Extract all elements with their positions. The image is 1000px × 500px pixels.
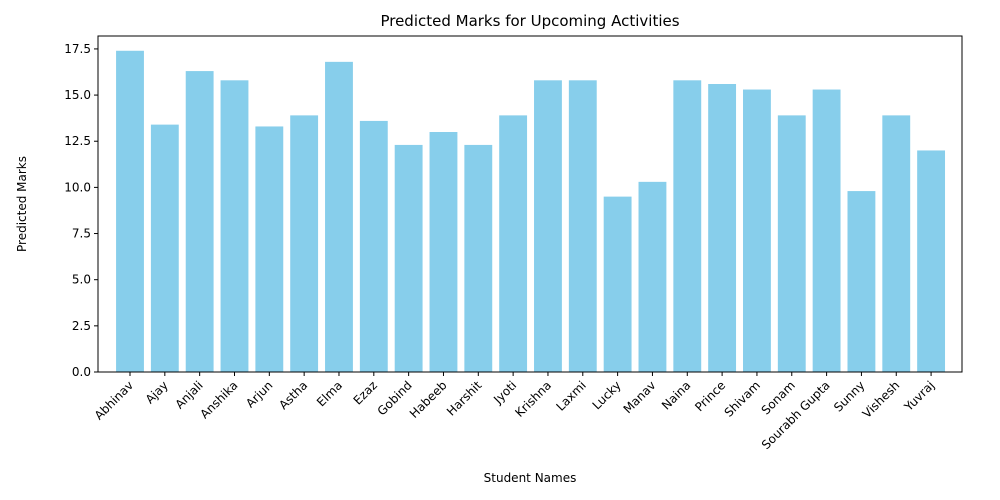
y-tick-label: 15.0	[64, 88, 91, 102]
y-tick-label: 7.5	[72, 227, 91, 241]
bar-abhinav	[116, 50, 144, 373]
y-tick-label: 0.0	[72, 365, 91, 379]
plot-frame	[97, 35, 963, 373]
bar-vishesh	[882, 115, 911, 372]
bar-lucky	[603, 196, 632, 372]
bar-astha	[290, 115, 319, 372]
x-tick-label: Ajay	[143, 378, 171, 406]
bar-anjali	[185, 71, 214, 372]
bar-naina	[673, 80, 702, 372]
bar-jyoti	[499, 115, 528, 372]
y-tick-label: 12.5	[64, 134, 91, 148]
bar-shivam	[743, 89, 771, 372]
y-axis-label: Predicted Marks	[15, 156, 29, 252]
y-tick-label: 5.0	[72, 273, 91, 287]
bar-sunny	[847, 191, 876, 372]
bar-sourabh-gupta	[812, 89, 841, 372]
x-tick-label: Lucky	[590, 378, 624, 412]
x-tick-label: Anjali	[172, 378, 205, 411]
bar-habeeb	[429, 132, 458, 372]
bar-yuvraj	[917, 150, 946, 372]
bar-sonam	[777, 115, 806, 372]
x-tick-label: Arjun	[243, 378, 275, 410]
y-tick-label: 10.0	[64, 180, 91, 194]
x-tick-label: Habeeb	[407, 378, 450, 421]
bar-ajay	[150, 124, 179, 373]
bar-harshit	[464, 144, 493, 372]
y-axis-ticks: 0.0 2.5 5.0 7.5 10.0 12.5 15.0 17.5	[64, 42, 98, 379]
x-tick-label: Naina	[659, 378, 693, 412]
bar-manav	[638, 181, 667, 372]
x-tick-label: Krishna	[512, 378, 554, 420]
bar-krishna	[534, 80, 562, 372]
y-tick-label: 2.5	[72, 319, 91, 333]
bar-ezaz	[359, 120, 388, 372]
y-tick-label: 17.5	[64, 42, 91, 56]
x-tick-label: Harshit	[444, 378, 485, 419]
x-tick-label: Jyoti	[490, 378, 519, 407]
x-tick-label: Ezaz	[351, 378, 380, 407]
bar-elma	[325, 61, 353, 372]
x-axis-label: Student Names	[484, 471, 577, 485]
bar-laxmi	[568, 80, 597, 372]
x-tick-label: Elma	[314, 378, 345, 409]
bar-anshika	[220, 80, 249, 372]
x-tick-label: Anshika	[197, 378, 240, 421]
x-tick-label: Yuvraj	[901, 378, 937, 414]
chart-title: Predicted Marks for Upcoming Activities	[380, 12, 679, 30]
x-tick-label: Manav	[621, 378, 659, 416]
bar-prince	[708, 84, 737, 372]
x-tick-label: Laxmi	[553, 378, 588, 413]
x-tick-label: Abhinav	[92, 378, 136, 422]
bar-arjun	[255, 126, 284, 373]
bar-gobind	[394, 144, 423, 372]
bars-group	[116, 50, 946, 373]
x-tick-label: Shivam	[722, 378, 764, 420]
x-tick-label: Vishesh	[860, 378, 903, 421]
x-tick-label: Astha	[276, 378, 310, 412]
